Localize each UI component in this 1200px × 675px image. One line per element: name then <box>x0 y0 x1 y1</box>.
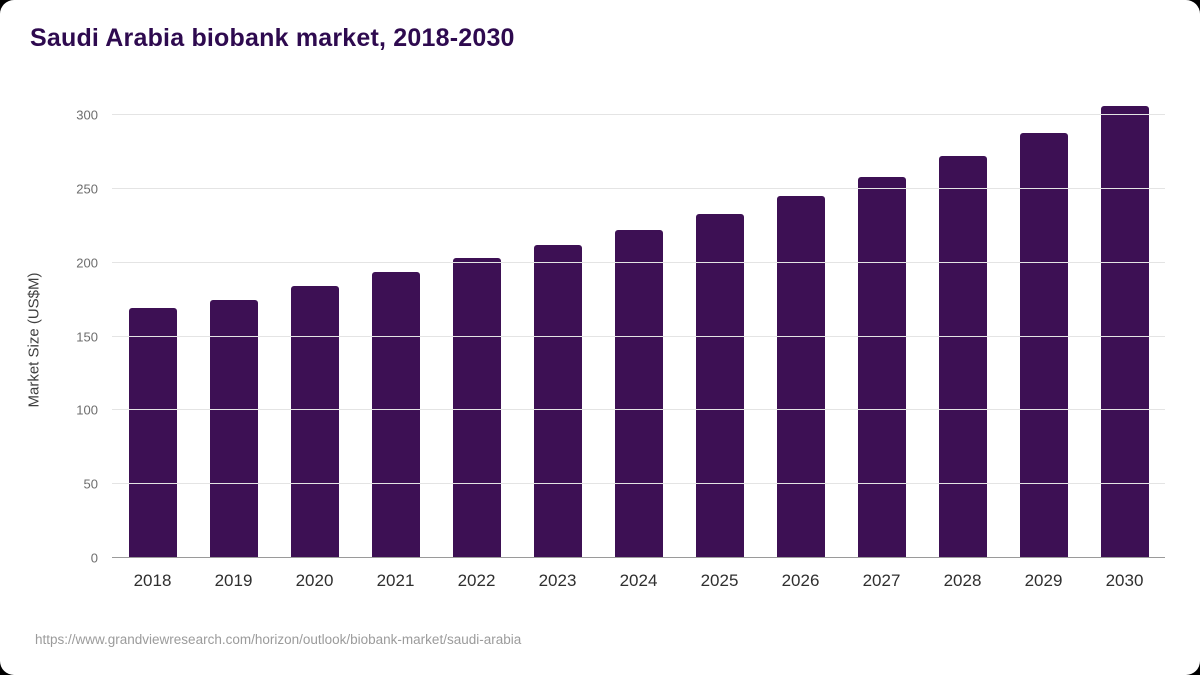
y-tick-label-200: 200 <box>76 255 98 271</box>
bar-2020 <box>290 286 339 558</box>
y-tick-label-50: 50 <box>83 476 98 492</box>
x-tick-label-2028: 2028 <box>943 571 982 590</box>
x-tick-label-2027: 2027 <box>862 571 901 590</box>
gridline-150 <box>112 335 1165 337</box>
y-tick-label-250: 250 <box>76 181 98 197</box>
bar-slot-2029: 2029 <box>1003 100 1084 590</box>
bar-2028 <box>938 156 987 558</box>
gridline-0 <box>112 557 1165 558</box>
bar-slot-2024: 2024 <box>598 100 679 590</box>
bar-2023 <box>533 244 582 558</box>
gridline-100 <box>112 409 1165 411</box>
bar-slot-2018: 2018 <box>112 100 193 590</box>
x-tick-label-2020: 2020 <box>295 571 334 590</box>
x-tick-label-2025: 2025 <box>700 571 739 590</box>
x-tick-label-2022: 2022 <box>457 571 496 590</box>
bar-slot-2027: 2027 <box>841 100 922 590</box>
x-tick-label-2023: 2023 <box>538 571 577 590</box>
bar-slot-2030: 2030 <box>1084 100 1165 590</box>
bar-slot-2026: 2026 <box>760 100 841 590</box>
bar-2018 <box>128 308 177 558</box>
bar-2030 <box>1100 106 1149 558</box>
y-axis-label: Market Size (US$M) <box>25 272 43 408</box>
bar-slot-2025: 2025 <box>679 100 760 590</box>
bar-slot-2028: 2028 <box>922 100 1003 590</box>
x-tick-label-2024: 2024 <box>619 571 658 590</box>
y-tick-label-150: 150 <box>76 329 98 344</box>
x-tick-label-2019: 2019 <box>214 571 253 590</box>
gridline-200 <box>112 261 1165 263</box>
bars-row: 2018 2019 2020 2021 2022 2023 2024 2025 2026 2027… <box>112 100 1165 590</box>
source-url: https://www.grandviewresearch.com/horizo… <box>35 632 522 647</box>
bar-2024 <box>614 230 663 558</box>
y-tick-label-0: 0 <box>90 550 98 566</box>
bar-slot-2021: 2021 <box>355 100 436 590</box>
bar-2027 <box>857 177 906 558</box>
x-tick-label-2026: 2026 <box>781 571 820 590</box>
chart-title: Saudi Arabia biobank market, 2018-2030 <box>30 24 515 52</box>
bar-slot-2023: 2023 <box>517 100 598 590</box>
x-tick-label-2018: 2018 <box>133 571 172 590</box>
y-tick-label-300: 300 <box>76 107 98 123</box>
x-tick-label-2030: 2030 <box>1105 571 1144 590</box>
gridline-50 <box>112 483 1165 485</box>
bar-2019 <box>209 299 258 558</box>
bar-2025 <box>695 213 744 558</box>
gridline-300 <box>112 114 1165 115</box>
x-tick-label-2021: 2021 <box>376 571 415 590</box>
bar-slot-2020: 2020 <box>274 100 355 590</box>
bar-slot-2019: 2019 <box>193 100 274 590</box>
bar-2029 <box>1019 132 1068 558</box>
gridline-250 <box>112 187 1165 189</box>
bar-slot-2022: 2022 <box>436 100 517 590</box>
bar-2021 <box>371 271 420 558</box>
y-tick-label-100: 100 <box>76 402 98 418</box>
bar-2022 <box>452 258 501 558</box>
x-tick-label-2029: 2029 <box>1024 571 1063 590</box>
plot-area: 2018 2019 2020 2021 2022 2023 2024 2025 2026 2027… <box>76 100 1165 590</box>
bar-2026 <box>776 196 825 558</box>
